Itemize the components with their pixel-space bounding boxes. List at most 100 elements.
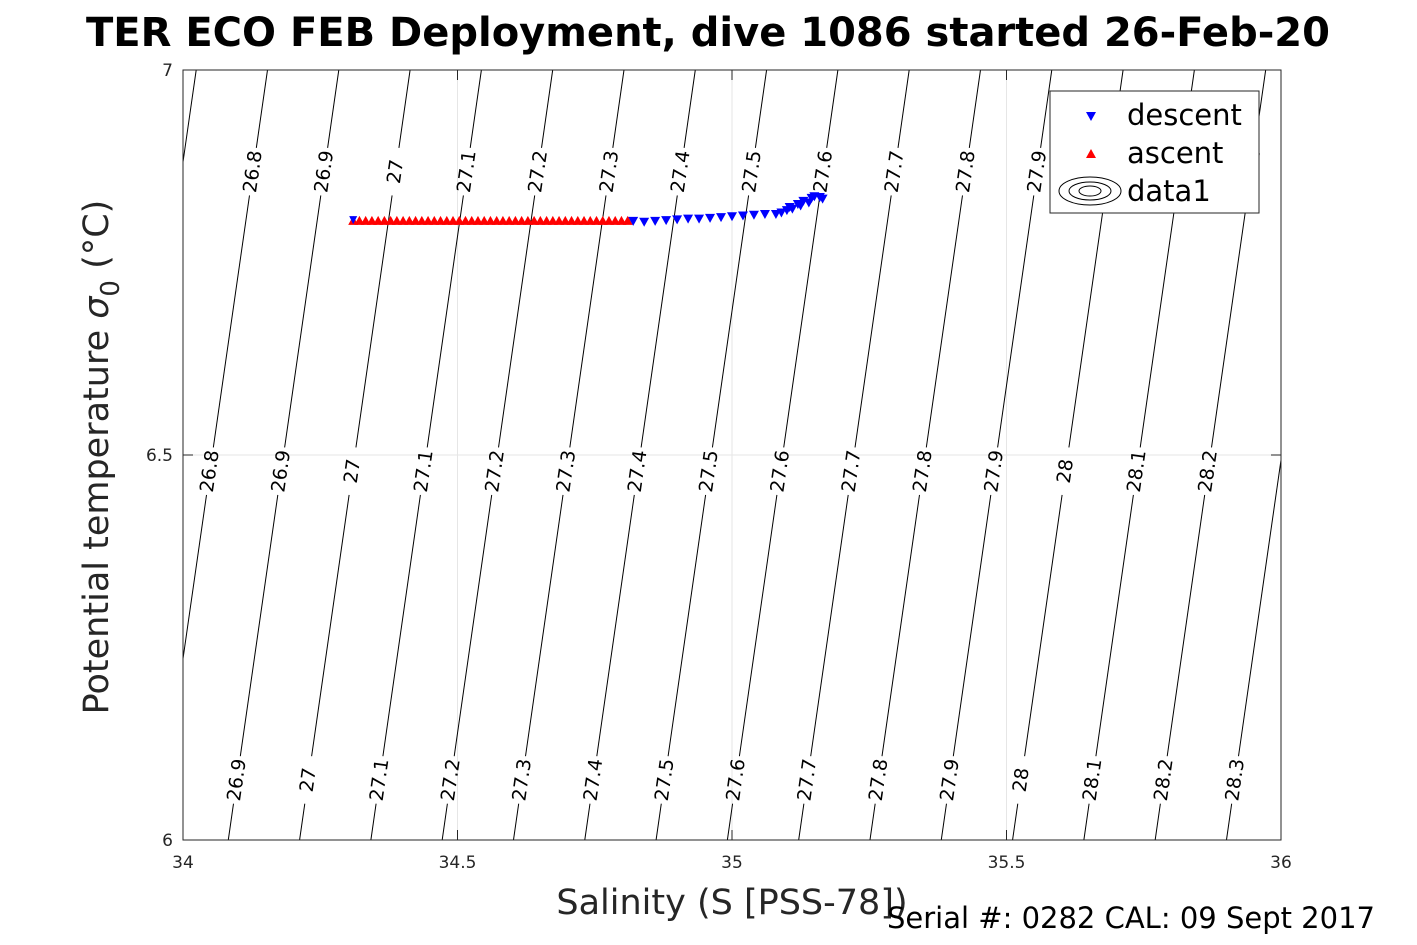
y-tick-label: 6.5 [146, 446, 173, 466]
legend: descent ascent data1 [1049, 90, 1260, 214]
legend-contour-ring [1058, 176, 1122, 206]
descent-point [776, 208, 787, 218]
descent-point [661, 216, 672, 226]
isopycnal-segment [541, 69, 554, 148]
isopycnal-label: 27 [340, 458, 365, 485]
x-tick-label: 34.5 [439, 853, 477, 873]
descent-point [770, 209, 781, 219]
ascent-point [622, 215, 633, 225]
x-tick-label: 35 [721, 853, 743, 873]
isopycnal-label: 28 [1053, 458, 1078, 485]
isopycnal-segment [212, 195, 250, 448]
isopycnal-label: 27 [296, 766, 321, 793]
descent-point [787, 204, 798, 214]
descent-point [737, 211, 748, 221]
isopycnal-27.4 [584, 69, 696, 841]
isopycnal-segment [569, 195, 607, 448]
descent-point [349, 216, 358, 225]
descent-point [727, 212, 737, 222]
isopycnal-segment [952, 494, 992, 757]
isopycnal-segment [370, 803, 377, 841]
isopycnal-segment [284, 195, 322, 448]
isopycnal-segment [783, 195, 821, 448]
isopycnal-27.5 [655, 69, 768, 841]
isopycnal-27 [299, 69, 411, 841]
isopycnal-segment [726, 803, 734, 841]
isopycnal-27.3 [512, 69, 625, 841]
isopycnal-27.6 [726, 69, 839, 841]
isopycnal-segment [584, 803, 591, 841]
y-axis-label-main: Potential temperature [77, 319, 117, 715]
axis-ticks: 34 34.5 35 35.5 36 6 6.5 7 [146, 61, 1292, 873]
isopycnal-segment [738, 494, 778, 757]
isopycnal-segment [810, 494, 849, 757]
isopycnal-segment [798, 803, 805, 841]
isopycnal-segment [940, 803, 947, 841]
isopycnal-segment [426, 195, 464, 448]
y-axis-label-unit: (°C) [77, 200, 117, 280]
legend-contour-ring [1068, 181, 1112, 201]
isopycnal-segment [640, 195, 678, 448]
isopycnal-segment [1225, 803, 1233, 841]
isopycnal-26.8 [182, 69, 268, 659]
legend-data1-contour-icon [1058, 176, 1122, 206]
descent-point [639, 217, 650, 227]
descent-point [628, 216, 639, 226]
descent-series [349, 192, 828, 227]
isopycnal-segment [854, 195, 892, 448]
isopycnal-segment [655, 803, 662, 841]
isopycnal-segment [711, 195, 750, 448]
isopycnal-segment [1024, 494, 1063, 757]
legend-data1-label: data1 [1127, 174, 1211, 208]
y-tick-label: 7 [162, 61, 173, 81]
isopycnal-segment [512, 803, 520, 841]
isopycnal-segment [869, 803, 876, 841]
y-axis-label: Potential temperature σ0 (°C) [77, 200, 126, 715]
isopycnal-segment [968, 69, 981, 148]
isopycnal-segment [327, 69, 340, 148]
isopycnal-segment [525, 494, 564, 757]
serial-cal-footer: Serial #: 0282 CAL: 09 Sept 2017 [887, 901, 1375, 935]
isopycnal-segment [239, 494, 279, 757]
isopycnal-segment [897, 69, 910, 148]
x-axis-label: Salinity (S [PSS-78]) [556, 883, 907, 923]
isopycnal-segment [453, 494, 493, 757]
isopycnal-segment [754, 69, 768, 148]
descent-point [650, 216, 661, 226]
isopycnal-segment [1166, 494, 1206, 757]
isopycnal-27.8 [869, 69, 981, 841]
isopycnal-label: 28 [1009, 766, 1034, 793]
y-axis-label-sigma: σ [77, 295, 117, 319]
isopycnal-segment [667, 494, 707, 757]
isopycnal-segment [382, 494, 421, 757]
isopycnal-segment [182, 494, 208, 659]
descent-point [759, 209, 770, 219]
descent-point [705, 213, 716, 223]
legend-contour-ring [1078, 185, 1102, 197]
isopycnal-segment [355, 195, 393, 448]
isopycnal-contours [182, 69, 1282, 841]
isopycnal-segment [612, 69, 625, 148]
descent-point [683, 214, 694, 224]
isopycnal-segment [441, 803, 448, 841]
isopycnal-segment [683, 69, 696, 148]
isopycnal-segment [826, 69, 839, 148]
legend-descent-label: descent [1127, 98, 1242, 132]
isopycnal-label: 27 [383, 158, 408, 185]
isopycnal-segment [1083, 803, 1090, 841]
isopycnal-segment [1237, 459, 1282, 757]
y-tick-label: 6 [162, 831, 173, 851]
isopycnal-27.9 [940, 69, 1053, 841]
descent-point [748, 210, 759, 220]
isopycnal-segment [925, 195, 963, 448]
isopycnal-segment [311, 494, 350, 757]
isopycnal-segment [1139, 195, 1177, 448]
isopycnal-segment [1040, 69, 1053, 148]
x-tick-label: 36 [1270, 853, 1292, 873]
x-tick-label: 34 [172, 853, 194, 873]
isopycnal-segment [299, 803, 306, 841]
isopycnal-segment [1068, 195, 1106, 448]
isopycnal-segment [498, 195, 536, 448]
isopycnal-segment [182, 69, 197, 163]
